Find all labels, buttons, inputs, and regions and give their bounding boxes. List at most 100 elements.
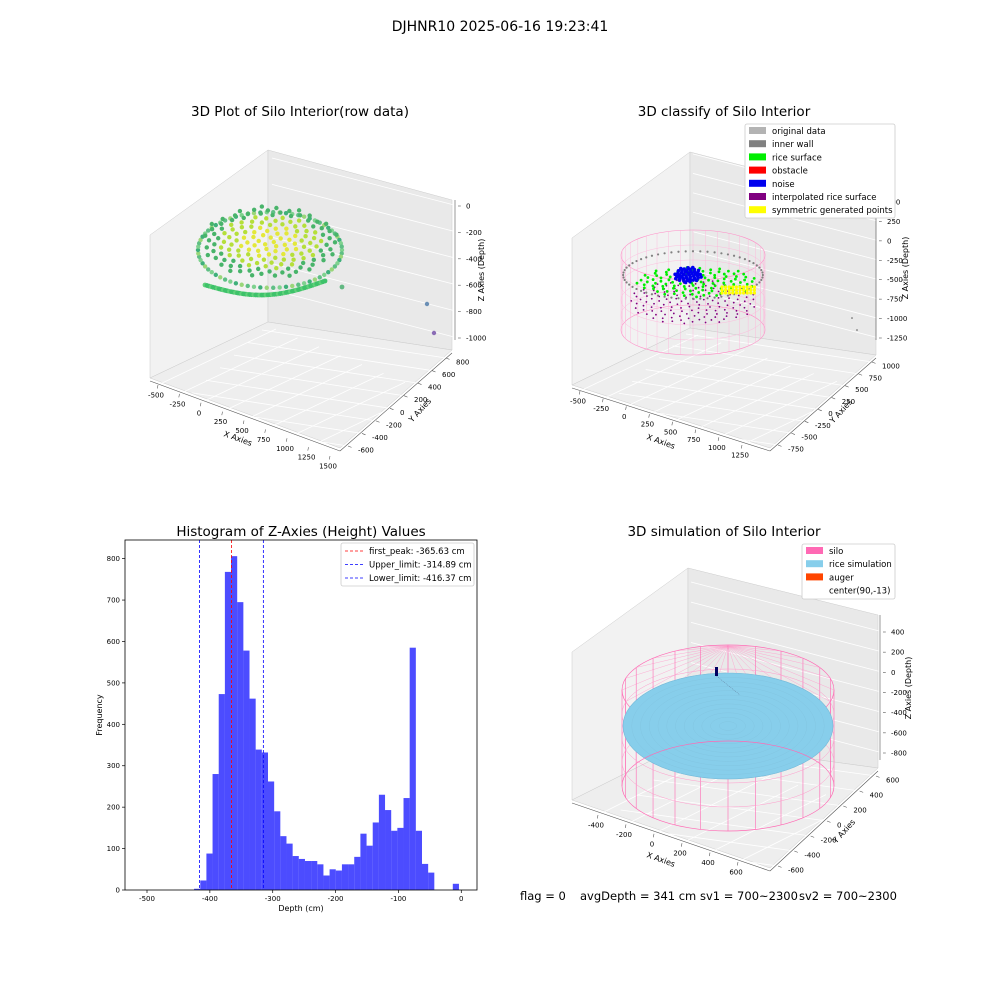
simulation-x-gridline	[681, 784, 799, 844]
classify-interpolated-point	[662, 303, 665, 306]
classify-wall-point	[706, 250, 709, 253]
simulation-legend-frame	[801, 543, 896, 600]
raw-data-point	[297, 213, 303, 218]
raw-z-tick-label: -600	[466, 282, 482, 290]
raw-data-point	[256, 253, 262, 258]
raw-data-point	[304, 228, 309, 234]
histogram-bar	[397, 827, 404, 890]
histogram-bar	[335, 870, 342, 890]
raw-data-point	[219, 251, 224, 256]
raw-data-point	[231, 258, 236, 264]
classify-wall-point	[670, 296, 673, 299]
classify-interpolated-point	[680, 307, 682, 309]
histogram-bar	[231, 556, 238, 890]
simulation-x-tick	[681, 843, 683, 847]
raw-data-point	[216, 236, 221, 241]
classify-rice-point	[718, 267, 722, 271]
classify-rice-point	[713, 284, 717, 288]
classify-wall-point	[758, 281, 761, 284]
raw-data-point	[293, 269, 299, 274]
raw-data-point	[280, 215, 285, 221]
classify-interpolated-point	[658, 300, 661, 302]
panel-classify: 3D classify of Silo Interior -500 -250 0 25…	[570, 104, 910, 460]
classify-rice-point	[659, 276, 663, 280]
classify-rice-point	[654, 281, 657, 285]
classify-rice-point	[702, 293, 706, 297]
classify-symmetric-point	[752, 288, 757, 292]
classify-rice-point	[665, 273, 669, 276]
simulation-x-tick-label: 400	[701, 859, 714, 867]
histogram-bar	[218, 694, 225, 890]
simulation-z-gridline	[690, 601, 884, 653]
classify-y-tick	[804, 421, 809, 423]
histogram-y-tick-label: 500	[107, 679, 120, 687]
raw-data-point	[261, 257, 267, 262]
classify-rice-point	[675, 289, 678, 293]
classify-noise-point	[691, 278, 695, 282]
classify-wall-point	[645, 291, 648, 294]
raw-data-point	[326, 270, 331, 275]
raw-data-point	[282, 242, 288, 248]
classify-symmetric-point	[727, 288, 731, 292]
raw-x-tick-label: 1250	[298, 454, 316, 462]
simulation-silo-roof-strut	[625, 645, 729, 679]
simulation-silo-roof-strut	[727, 645, 831, 679]
raw-data-point	[332, 264, 338, 269]
raw-data-point	[195, 247, 201, 253]
classify-interpolated-point	[664, 313, 666, 316]
simulation-y-tick	[875, 775, 880, 778]
histogram-x-tick-label: -300	[265, 895, 281, 903]
histogram-bar	[280, 836, 287, 890]
raw-y-tick-label: 600	[442, 371, 455, 379]
simulation-silo-roof-strut	[700, 645, 729, 647]
raw-data-point	[277, 285, 282, 290]
raw-y-gridline	[177, 405, 363, 434]
raw-data-point	[196, 254, 202, 259]
figure-suptitle: DJHNR10 2025-06-16 19:23:41	[392, 19, 609, 35]
raw-data-point	[241, 235, 247, 240]
raw-data-point	[298, 265, 303, 270]
simulation-silo-roof-strut	[674, 645, 729, 652]
classify-interpolated-point	[710, 319, 713, 321]
footer-sv1: sv1 = 700~2300	[700, 889, 798, 903]
raw-data-point	[234, 238, 239, 243]
classify-interpolated-point	[665, 298, 668, 300]
classify-noise-point	[683, 280, 688, 285]
raw-data-point	[252, 243, 257, 248]
classify-z-tick-label: -1000	[887, 315, 907, 323]
simulation-x-tick-label: -200	[616, 831, 632, 839]
classify-rice-point	[739, 281, 742, 284]
classify-rice-point	[744, 275, 748, 279]
classify-rice-point	[750, 280, 754, 283]
simulation-x-tick	[597, 814, 599, 819]
raw-data-point	[305, 218, 311, 223]
classify-rice-point	[635, 281, 639, 285]
classify-interpolated-point	[699, 295, 702, 298]
classify-symmetric-point	[727, 285, 731, 289]
classify-symmetric-point	[720, 288, 724, 292]
raw-data-point	[307, 213, 312, 218]
classify-wall-point	[635, 287, 638, 291]
simulation-rice-contour	[649, 686, 807, 766]
classify-interpolated-point	[728, 297, 730, 300]
raw-data-point	[315, 219, 320, 224]
raw-data-point	[307, 248, 312, 253]
classify-interpolated-point	[746, 313, 749, 316]
raw-data-point	[289, 262, 295, 267]
panel-simulation: 3D simulation of Silo Interior -400-2000…	[571, 524, 913, 877]
raw-data-point	[284, 231, 289, 236]
raw-data-point	[236, 248, 241, 253]
classify-y-tick	[791, 432, 796, 435]
raw-data-point	[272, 273, 278, 278]
simulation-z-tick-label: -800	[891, 750, 907, 758]
histogram-y-tick-label: 700	[107, 597, 120, 605]
raw-data-point	[287, 273, 292, 278]
raw-data-point	[301, 256, 306, 261]
classify-rice-point	[713, 273, 717, 277]
classify-symmetric-point	[734, 288, 739, 292]
classify-interpolated-point	[712, 287, 715, 290]
raw-data-point	[264, 216, 269, 221]
classify-y-tick-label: 500	[855, 386, 868, 394]
classify-noise-point	[688, 279, 692, 284]
histogram-legend-label: first_peak: -365.63 cm	[369, 547, 465, 557]
